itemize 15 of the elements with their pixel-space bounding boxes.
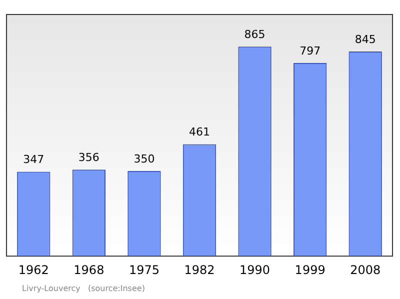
- data-label: 797: [300, 44, 321, 58]
- data-label: 461: [189, 126, 210, 139]
- x-tick-label: 2008: [350, 262, 381, 277]
- data-label: 347: [23, 153, 44, 166]
- text: Livry-Louvercy (source:Insee): [22, 284, 145, 293]
- x-tick-label: 1962: [18, 262, 49, 277]
- x-tick-label: 1982: [184, 262, 215, 277]
- data-label: 865: [244, 28, 266, 41]
- data-label: 845: [354, 32, 376, 46]
- x-tick-label: 1975: [128, 262, 160, 277]
- data-label: 356: [78, 150, 100, 164]
- x-tick-label: 1990: [240, 262, 270, 277]
- x-tick-label: 1999: [294, 262, 326, 277]
- data-label: 350: [134, 152, 155, 166]
- x-tick-label: 1968: [74, 262, 104, 277]
